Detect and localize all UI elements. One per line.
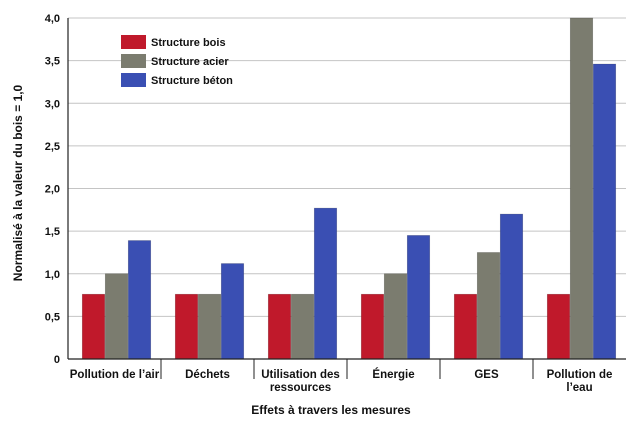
legend-swatch <box>121 73 146 87</box>
bar <box>313 207 338 360</box>
bar <box>81 293 106 360</box>
x-axis-title: Effets à travers les mesures <box>251 403 411 417</box>
bar <box>127 240 152 360</box>
x-category-label-line: Énergie <box>372 368 414 381</box>
x-category-labels: Pollution de l’air Déchets Utilisation des… <box>70 368 613 394</box>
x-category-label-line: Déchets <box>185 369 230 381</box>
x-category-label-line: Utilisation des <box>261 369 340 381</box>
bar <box>197 293 222 360</box>
legend-label: Structure béton <box>151 75 233 87</box>
bars <box>81 17 617 360</box>
x-category-label: Pollution de l’eau <box>547 369 613 394</box>
x-category-label: Énergie <box>372 368 414 381</box>
bar <box>104 273 129 360</box>
y-tick-label: 2,5 <box>45 141 60 153</box>
bar <box>290 293 315 360</box>
bar <box>383 273 408 360</box>
legend-swatch <box>121 35 146 49</box>
y-tick-label: 1,0 <box>45 269 60 281</box>
y-tick-label: 0,5 <box>45 311 60 323</box>
y-tick-label: 0 <box>54 354 60 366</box>
legend-swatch <box>121 54 146 68</box>
y-tick-label: 4,0 <box>45 13 60 25</box>
x-category-label-line: l’eau <box>566 382 592 394</box>
y-axis-title: Normalisé à la valeur du bois = 1,0 <box>11 84 25 281</box>
grid-lines <box>68 17 626 317</box>
bar <box>499 213 524 360</box>
bar <box>453 293 478 360</box>
bar <box>406 235 431 360</box>
x-category-label-line: ressources <box>270 382 331 394</box>
bar <box>360 293 385 360</box>
x-category-label: Utilisation des ressources <box>261 369 340 394</box>
legend-label: Structure acier <box>151 56 229 68</box>
x-category-label: GES <box>474 369 499 381</box>
y-tick-label: 3,0 <box>45 98 60 110</box>
axes <box>67 18 626 379</box>
x-category-label: Déchets <box>185 369 230 381</box>
legend: Structure bois Structure acier Structure b… <box>121 35 233 87</box>
x-category-label: Pollution de l’air <box>70 369 160 381</box>
x-category-label-line: Pollution de l’air <box>70 369 160 381</box>
bar <box>174 293 199 360</box>
bar <box>267 293 292 360</box>
x-category-label-line: Pollution de <box>547 369 613 381</box>
y-tick-label: 2,0 <box>45 184 60 196</box>
y-tick-labels: 0 0,5 1,0 1,5 2,0 2,5 3,0 3,5 4,0 <box>45 13 60 366</box>
bar <box>220 263 245 360</box>
bar <box>476 252 501 360</box>
x-category-label-line: GES <box>474 369 499 381</box>
bar <box>569 17 594 360</box>
legend-label: Structure bois <box>151 37 226 49</box>
bar <box>592 63 617 360</box>
y-tick-label: 1,5 <box>45 226 60 238</box>
y-tick-label: 3,5 <box>45 56 60 68</box>
bar <box>546 293 571 360</box>
